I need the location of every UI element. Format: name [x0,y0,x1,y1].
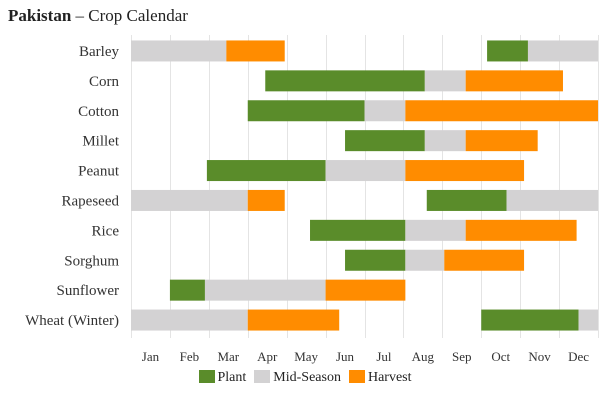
crop-label: Barley [79,44,119,60]
bar-plant [206,160,326,182]
bar-harvest [405,100,598,122]
bar-harvest [226,40,285,62]
legend-label: Harvest [367,370,412,385]
month-label: Dec [568,349,589,364]
legend-item-harvest: Harvest [348,370,412,386]
crop-label: Wheat (Winter) [25,313,119,329]
bar-mid-season [405,219,466,241]
crop-calendar-chart: Barley Corn Cotton Millet Peanut Rapeseed Rice… [25,35,599,364]
bar-harvest [405,160,525,182]
legend-label: Mid-Season [273,370,341,385]
legend-swatch [348,370,365,383]
bar-harvest [247,189,285,211]
crop-label: Sunflower [57,283,120,299]
crop-label: Rapeseed [62,193,120,209]
month-label: Aug [412,349,435,364]
bar-harvest [325,279,406,301]
bar-mid-season [325,160,406,182]
month-label: Nov [528,349,551,364]
legend-item-plant: Plant [198,370,247,386]
bar-plant [247,100,365,122]
bar-harvest [247,309,340,331]
month-label: Mar [217,349,239,364]
title-subtitle: Crop Calendar [88,6,188,25]
crop-label: Sorghum [64,253,119,269]
bar-mid-season [131,40,227,62]
crop-label: Corn [89,74,120,90]
bar-mid-season [527,40,598,62]
crop-labels: Barley Corn Cotton Millet Peanut Rapeseed Rice… [25,44,120,329]
month-label: Jul [376,349,392,364]
legend: Plant Mid-Season Harvest [0,370,610,386]
bar-mid-season [131,189,248,211]
bar-mid-season [204,279,326,301]
title-separator: – [75,6,85,25]
crop-label: Rice [92,223,120,239]
bar-mid-season [405,249,445,271]
crop-label: Millet [82,134,119,150]
month-label: Sep [452,349,472,364]
bar-mid-season [424,130,466,152]
month-labels: Jan Feb Mar Apr May Jun Jul Aug Sep Oct Nov Dec [142,349,589,364]
bar-plant [169,279,205,301]
crop-label: Peanut [78,164,120,180]
legend-item-mid-season: Mid-Season [254,370,341,386]
month-label: Jun [336,349,355,364]
bar-mid-season [364,100,406,122]
bar-plant [487,40,528,62]
bar-plant [345,130,425,152]
month-label: Feb [180,349,200,364]
month-label: May [294,349,318,364]
bar-mid-season [424,70,466,92]
bar-harvest [465,219,577,241]
legend-swatch [198,370,215,383]
bar-harvest [444,249,525,271]
bar-harvest [465,70,563,92]
bar-plant [481,309,579,331]
bar-plant [426,189,507,211]
bar-mid-season [506,189,598,211]
chart-title: Pakistan – Crop Calendar [8,6,188,26]
bar-mid-season [131,309,248,331]
bar-mid-season [578,309,598,331]
bar-plant [265,70,425,92]
month-label: Jan [142,349,160,364]
crop-bars [131,40,598,331]
title-country: Pakistan [8,6,72,25]
bar-plant [345,249,406,271]
bar-harvest [465,130,538,152]
month-label: Oct [491,349,510,364]
legend-swatch [254,370,271,383]
crop-label: Cotton [78,104,119,120]
legend-label: Plant [217,370,247,385]
bar-plant [310,219,406,241]
month-label: Apr [257,349,278,364]
